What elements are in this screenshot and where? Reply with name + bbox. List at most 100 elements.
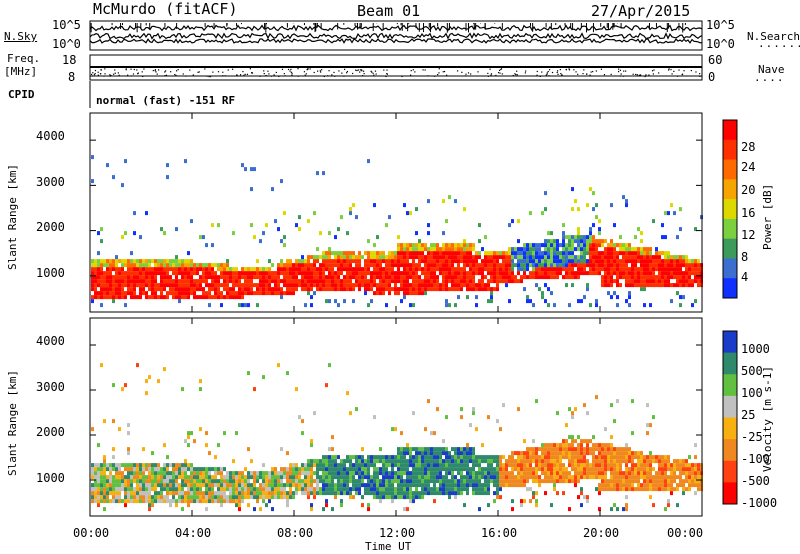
range-gate-cell <box>343 467 346 472</box>
range-gate-cell <box>163 295 166 300</box>
range-gate-cell <box>649 455 652 460</box>
range-gate-cell <box>502 275 505 280</box>
range-gate-cell <box>166 267 169 272</box>
range-gate-cell <box>130 251 133 256</box>
range-gate-cell <box>607 455 610 460</box>
range-gate-cell <box>151 279 154 284</box>
range-gate-cell <box>547 251 550 256</box>
range-gate-cell <box>139 235 142 240</box>
range-gate-cell <box>199 471 202 476</box>
range-gate-cell <box>535 267 538 272</box>
range-gate-cell <box>469 271 472 276</box>
range-gate-cell <box>499 255 502 260</box>
range-gate-cell <box>172 491 175 496</box>
nave-dot <box>97 74 99 76</box>
range-gate-cell <box>628 483 631 488</box>
range-gate-cell <box>625 251 628 256</box>
range-gate-cell <box>265 483 268 488</box>
range-gate-cell <box>271 487 274 492</box>
range-gate-cell <box>199 235 202 240</box>
range-gate-cell <box>118 491 121 496</box>
range-gate-cell <box>499 263 502 268</box>
range-gate-cell <box>598 451 601 456</box>
range-gate-cell <box>628 283 631 288</box>
range-gate-cell <box>481 483 484 488</box>
range-gate-cell <box>241 303 244 308</box>
range-gate-cell <box>196 287 199 292</box>
range-gate-cell <box>127 423 130 428</box>
range-gate-cell <box>304 483 307 488</box>
range-gate-cell <box>439 267 442 272</box>
range-gate-cell <box>328 231 331 236</box>
range-gate-cell <box>334 475 337 480</box>
range-gate-cell <box>682 487 685 492</box>
range-gate-cell <box>265 491 268 496</box>
range-gate-cell <box>679 479 682 484</box>
range-gate-cell <box>421 291 424 296</box>
range-gate-cell <box>106 463 109 468</box>
range-gate-cell <box>445 259 448 264</box>
range-gate-cell <box>328 287 331 292</box>
range-gate-cell <box>91 263 94 268</box>
range-gate-cell <box>508 483 511 488</box>
range-gate-cell <box>466 287 469 292</box>
range-gate-cell <box>292 475 295 480</box>
range-gate-cell <box>670 479 673 484</box>
range-gate-cell <box>121 235 124 240</box>
range-gate-cell <box>430 271 433 276</box>
range-gate-cell <box>541 451 544 456</box>
range-gate-cell <box>127 487 130 492</box>
range-gate-cell <box>127 283 130 288</box>
range-gate-cell <box>508 463 511 468</box>
range-gate-cell <box>187 259 190 264</box>
range-gate-cell <box>115 487 118 492</box>
range-gate-cell <box>586 463 589 468</box>
range-gate-cell <box>427 275 430 280</box>
range-gate-cell <box>385 255 388 260</box>
date-title: 27/Apr/2015 <box>591 2 691 20</box>
range-gate-cell <box>166 483 169 488</box>
range-gate-cell <box>682 459 685 464</box>
range-gate-cell <box>610 267 613 272</box>
range-gate-cell <box>403 471 406 476</box>
range-gate-cell <box>325 471 328 476</box>
nave-dot <box>653 69 655 71</box>
range-gate-cell <box>319 467 322 472</box>
range-gate-cell <box>415 467 418 472</box>
range-gate-cell <box>175 499 178 504</box>
range-gate-cell <box>361 255 364 260</box>
range-gate-cell <box>544 455 547 460</box>
range-gate-cell <box>364 467 367 472</box>
range-gate-cell <box>349 411 352 416</box>
range-gate-cell <box>409 487 412 492</box>
range-gate-cell <box>490 259 493 264</box>
range-gate-cell <box>190 275 193 280</box>
range-gate-cell <box>454 451 457 456</box>
range-gate-cell <box>280 467 283 472</box>
range-gate-cell <box>625 479 628 484</box>
nave-dot <box>477 71 479 73</box>
range-gate-cell <box>157 267 160 272</box>
range-gate-cell <box>424 255 427 260</box>
range-gate-cell <box>238 291 241 296</box>
range-gate-cell <box>631 459 634 464</box>
range-gate-cell <box>613 451 616 456</box>
nave-dot <box>92 72 94 74</box>
range-gate-cell <box>127 279 130 284</box>
range-gate-cell <box>229 267 232 272</box>
range-gate-cell <box>487 255 490 260</box>
range-gate-cell <box>292 263 295 268</box>
range-gate-cell <box>589 255 592 260</box>
range-gate-cell <box>283 487 286 492</box>
range-gate-cell <box>343 263 346 268</box>
range-gate-cell <box>355 279 358 284</box>
range-gate-cell <box>631 475 634 480</box>
range-gate-cell <box>529 275 532 280</box>
range-gate-cell <box>355 283 358 288</box>
range-gate-cell <box>589 243 592 248</box>
range-gate-cell <box>157 495 160 500</box>
nsearch-line-a <box>89 32 703 40</box>
range-gate-cell <box>208 499 211 504</box>
range-gate-cell <box>580 259 583 264</box>
range-gate-cell <box>415 271 418 276</box>
